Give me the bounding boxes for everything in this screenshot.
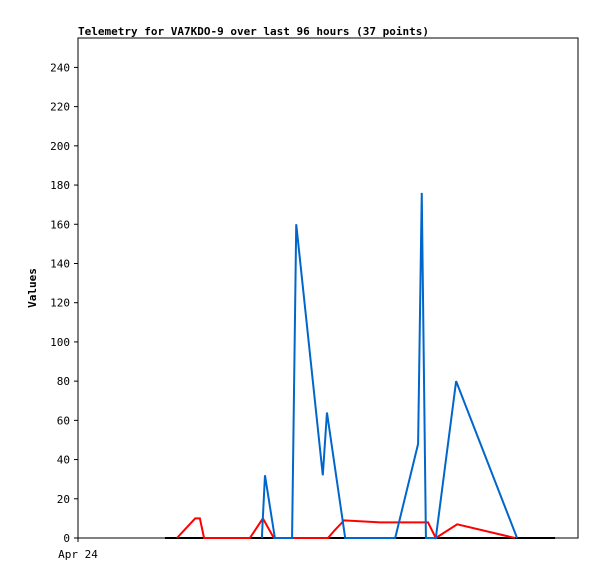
series-line: [260, 192, 518, 539]
y-tick-label: 40: [57, 454, 70, 467]
y-tick-label: 100: [50, 336, 70, 349]
x-tick-label: Apr 24: [58, 548, 98, 561]
y-tick-label: 60: [57, 414, 70, 427]
y-tick-label: 20: [57, 493, 70, 506]
y-tick-label: 180: [50, 179, 70, 192]
y-tick-label: 140: [50, 257, 70, 270]
y-tick-label: 120: [50, 297, 70, 310]
y-tick-label: 160: [50, 218, 70, 231]
y-tick-label: 200: [50, 140, 70, 153]
y-axis-label: Values: [26, 268, 39, 308]
plot-frame: [77, 37, 579, 539]
y-tick-label: 80: [57, 375, 70, 388]
y-tick-label: 240: [50, 61, 70, 74]
series-line: [176, 516, 516, 540]
y-tick-label: 0: [63, 532, 70, 545]
y-tick-label: 220: [50, 101, 70, 114]
chart-title: Telemetry for VA7KDO-9 over last 96 hour…: [78, 25, 429, 38]
